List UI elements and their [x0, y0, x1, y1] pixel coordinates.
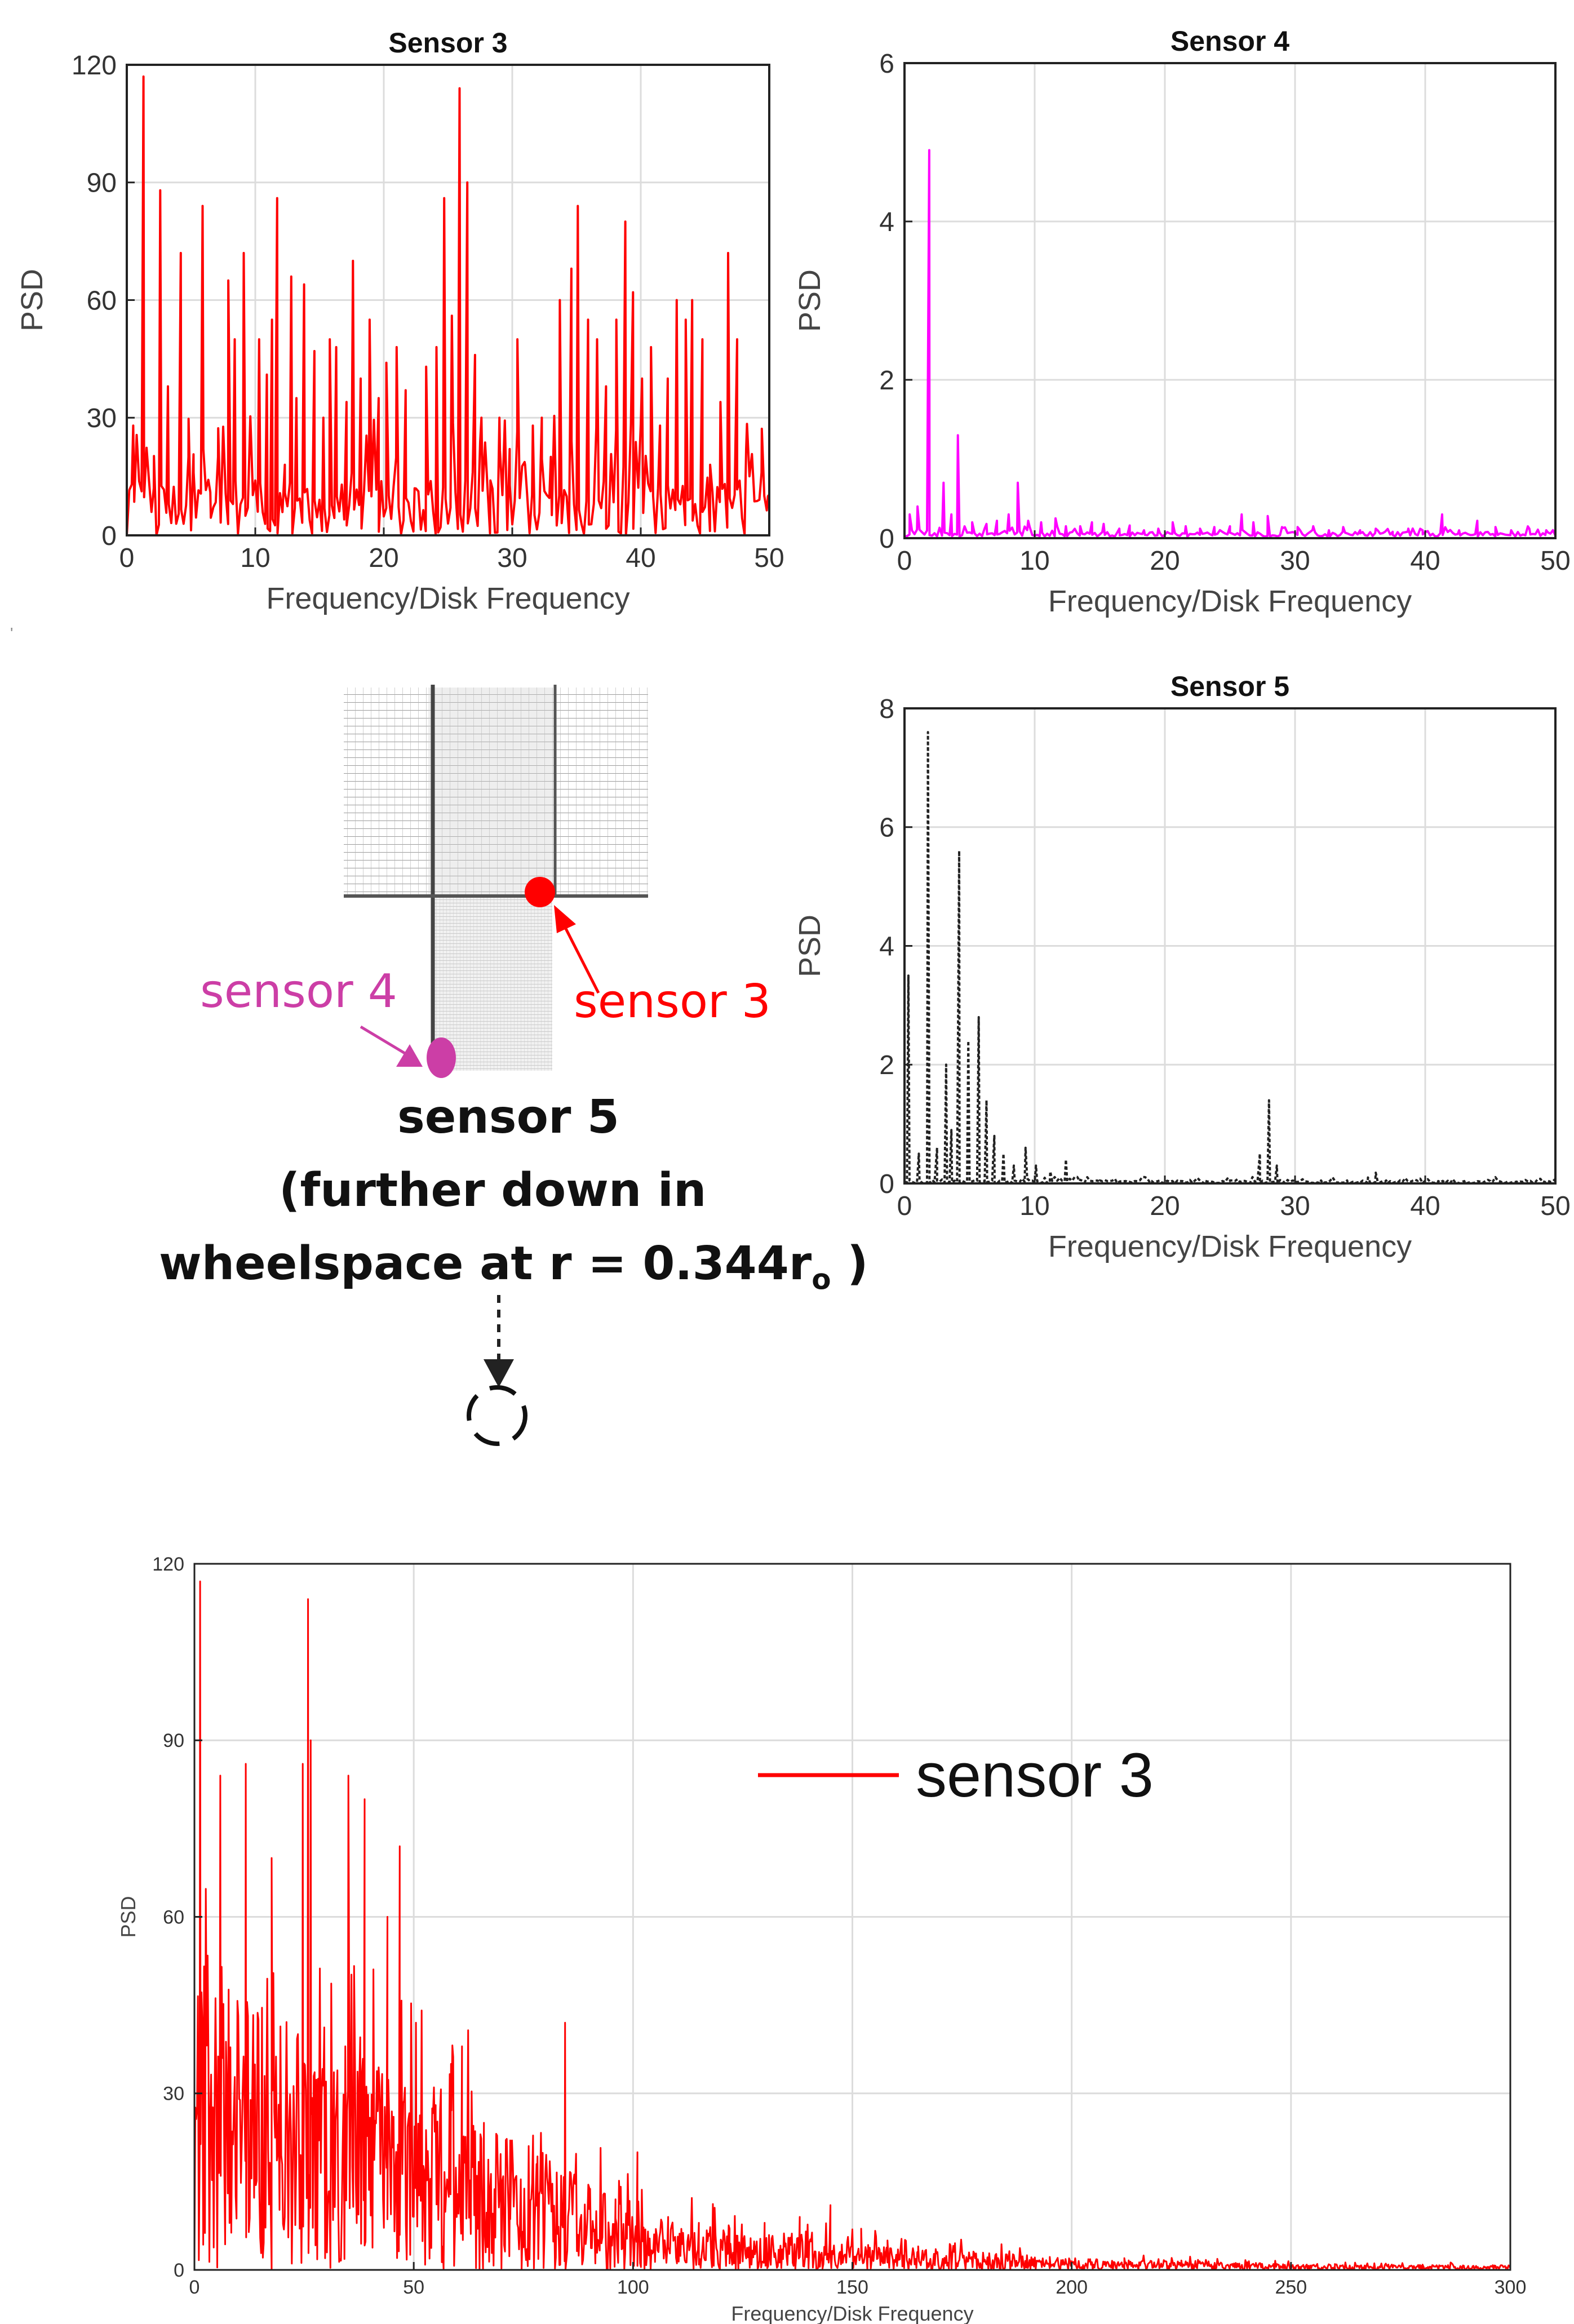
sensor5-radius-text: wheelspace at r = 0.344r	[159, 1237, 812, 1290]
sensor3-marker	[525, 877, 555, 907]
radius-close-paren: )	[831, 1237, 868, 1290]
rotation-icon	[467, 1385, 527, 1446]
sensor5-description-line3: wheelspace at r = 0.344ro )	[159, 1237, 868, 1296]
sensor5-label: sensor 5	[397, 1090, 619, 1144]
sensor3-label: sensor 3	[574, 975, 771, 1028]
radius-subscript: o	[812, 1263, 831, 1296]
stray-mark: '	[10, 624, 14, 642]
sensor5-description-line2: (further down in	[279, 1164, 707, 1217]
mesh-lower-stem	[434, 896, 552, 1071]
sensor4-label: sensor 4	[200, 965, 397, 1018]
sensor4-marker	[427, 1037, 456, 1078]
sensor3-arrow	[562, 923, 600, 994]
sensor4-arrow	[360, 1025, 407, 1055]
